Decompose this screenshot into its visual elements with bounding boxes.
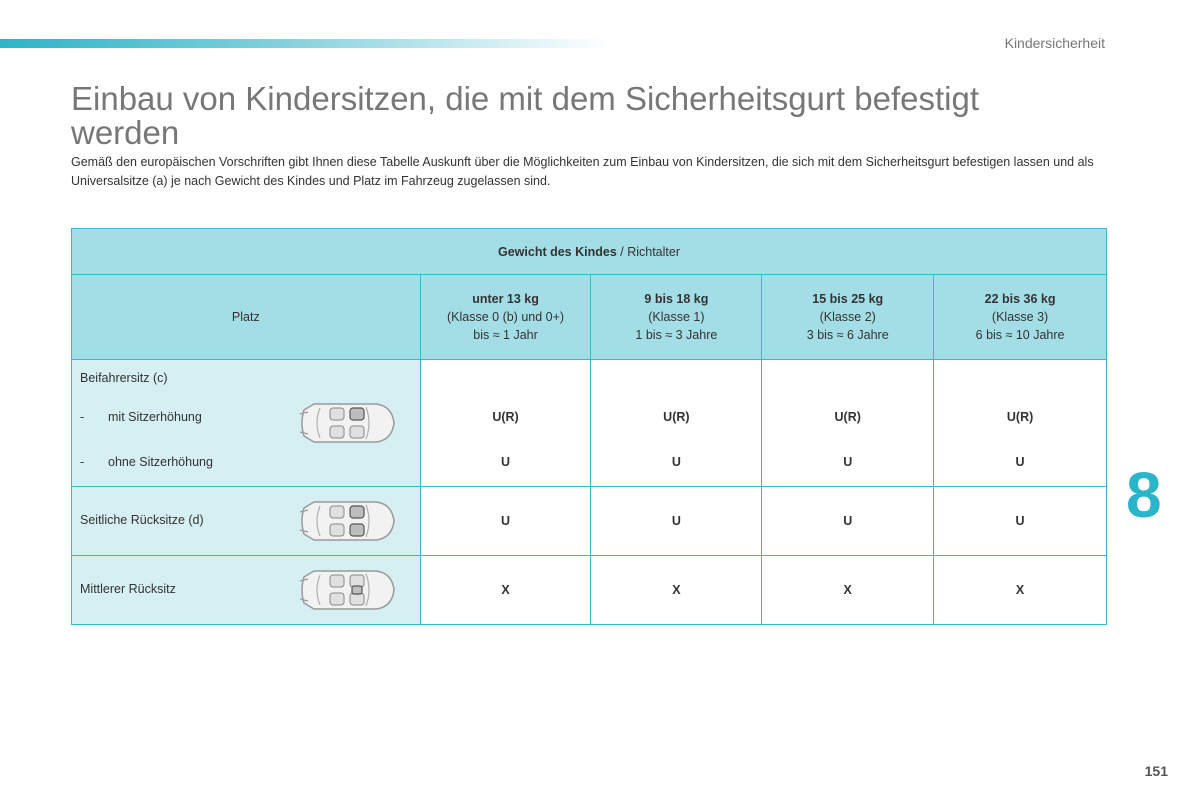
table-row: Mittlerer Rücksitz X X X X <box>71 555 1107 625</box>
dash: - <box>80 455 85 469</box>
class-age: 1 bis ≈ 3 Jahre <box>635 328 718 342</box>
rear-side-label: Seitliche Rücksitze (d) <box>80 513 204 527</box>
value-cell: U(R) U <box>933 359 1107 487</box>
class-header: unter 13 kg (Klasse 0 (b) und 0+) bis ≈ … <box>419 274 592 360</box>
value-without-booster: U <box>1015 455 1025 469</box>
value-cell: X <box>419 555 592 625</box>
class-weight: 9 bis 18 kg <box>644 292 709 306</box>
value-with-booster: U(R) <box>492 410 519 424</box>
class-header: 15 bis 25 kg (Klasse 2) 3 bis ≈ 6 Jahre <box>761 274 935 360</box>
place-cell-rear-side: Seitliche Rücksitze (d) <box>71 486 421 556</box>
value-without-booster: U <box>671 455 681 469</box>
class-age: bis ≈ 1 Jahr <box>473 328 538 342</box>
value-cell: U(R) U <box>419 359 592 487</box>
value-without-booster: U <box>501 455 511 469</box>
dash: - <box>80 410 85 424</box>
value-cell: U(R) U <box>761 359 935 487</box>
table-header-row: Gewicht des Kindes / Richtalter <box>71 228 1107 275</box>
value-cell: U <box>419 486 592 556</box>
value-cell: X <box>590 555 763 625</box>
child-seat-table: Gewicht des Kindes / Richtalter Platz un… <box>71 228 1107 625</box>
car-rear-side-icon <box>299 501 395 541</box>
value-with-booster: U(R) <box>663 410 690 424</box>
class-group: (Klasse 2) <box>819 310 876 324</box>
page-number: 151 <box>1144 763 1168 779</box>
place-header: Platz <box>71 274 421 360</box>
class-age: 3 bis ≈ 6 Jahre <box>806 328 889 342</box>
table-row: Seitliche Rücksitze (d) U U U U <box>71 486 1107 556</box>
place-cell-front: Beifahrersitz (c) - mit Sitzerhöhung - o… <box>71 359 421 487</box>
weight-header-rest: / Richtalter <box>616 244 680 259</box>
class-header: 9 bis 18 kg (Klasse 1) 1 bis ≈ 3 Jahre <box>590 274 763 360</box>
table-row: Beifahrersitz (c) - mit Sitzerhöhung - o… <box>71 359 1107 487</box>
value-without-booster: U <box>843 455 853 469</box>
weight-header-bold: Gewicht des Kindes <box>498 244 617 259</box>
class-header-row: Platz unter 13 kg (Klasse 0 (b) und 0+) … <box>71 274 1107 360</box>
page-title: Einbau von Kindersitzen, die mit dem Sic… <box>71 80 979 151</box>
class-age: 6 bis ≈ 10 Jahre <box>975 328 1065 342</box>
without-booster-label: ohne Sitzerhöhung <box>108 455 213 469</box>
chapter-number: 8 <box>1126 459 1162 531</box>
class-group: (Klasse 0 (b) und 0+) <box>446 310 565 324</box>
top-accent-bar <box>0 39 610 48</box>
section-header: Kindersicherheit <box>1004 35 1105 51</box>
value-with-booster: U(R) <box>1006 410 1034 424</box>
value-cell: X <box>933 555 1107 625</box>
class-weight: 22 bis 36 kg <box>984 292 1056 306</box>
class-weight: unter 13 kg <box>472 292 539 306</box>
car-rear-middle-icon <box>299 570 395 610</box>
value-cell: U <box>590 486 763 556</box>
class-weight: 15 bis 25 kg <box>812 292 884 306</box>
class-group: (Klasse 3) <box>991 310 1049 324</box>
value-with-booster: U(R) <box>834 410 861 424</box>
value-cell: U(R) U <box>590 359 763 487</box>
value-cell: U <box>933 486 1107 556</box>
value-cell: U <box>761 486 935 556</box>
value-cell: X <box>761 555 935 625</box>
weight-header: Gewicht des Kindes / Richtalter <box>71 228 1107 275</box>
with-booster-label: mit Sitzerhöhung <box>108 410 202 424</box>
front-seat-label: Beifahrersitz (c) <box>80 371 168 385</box>
class-group: (Klasse 1) <box>648 310 705 324</box>
rear-middle-label: Mittlerer Rücksitz <box>80 582 176 596</box>
intro-paragraph: Gemäß den europäischen Vorschriften gibt… <box>71 155 1094 188</box>
place-cell-rear-middle: Mittlerer Rücksitz <box>71 555 421 625</box>
class-header: 22 bis 36 kg (Klasse 3) 6 bis ≈ 10 Jahre <box>933 274 1107 360</box>
car-front-passenger-icon <box>299 403 395 443</box>
